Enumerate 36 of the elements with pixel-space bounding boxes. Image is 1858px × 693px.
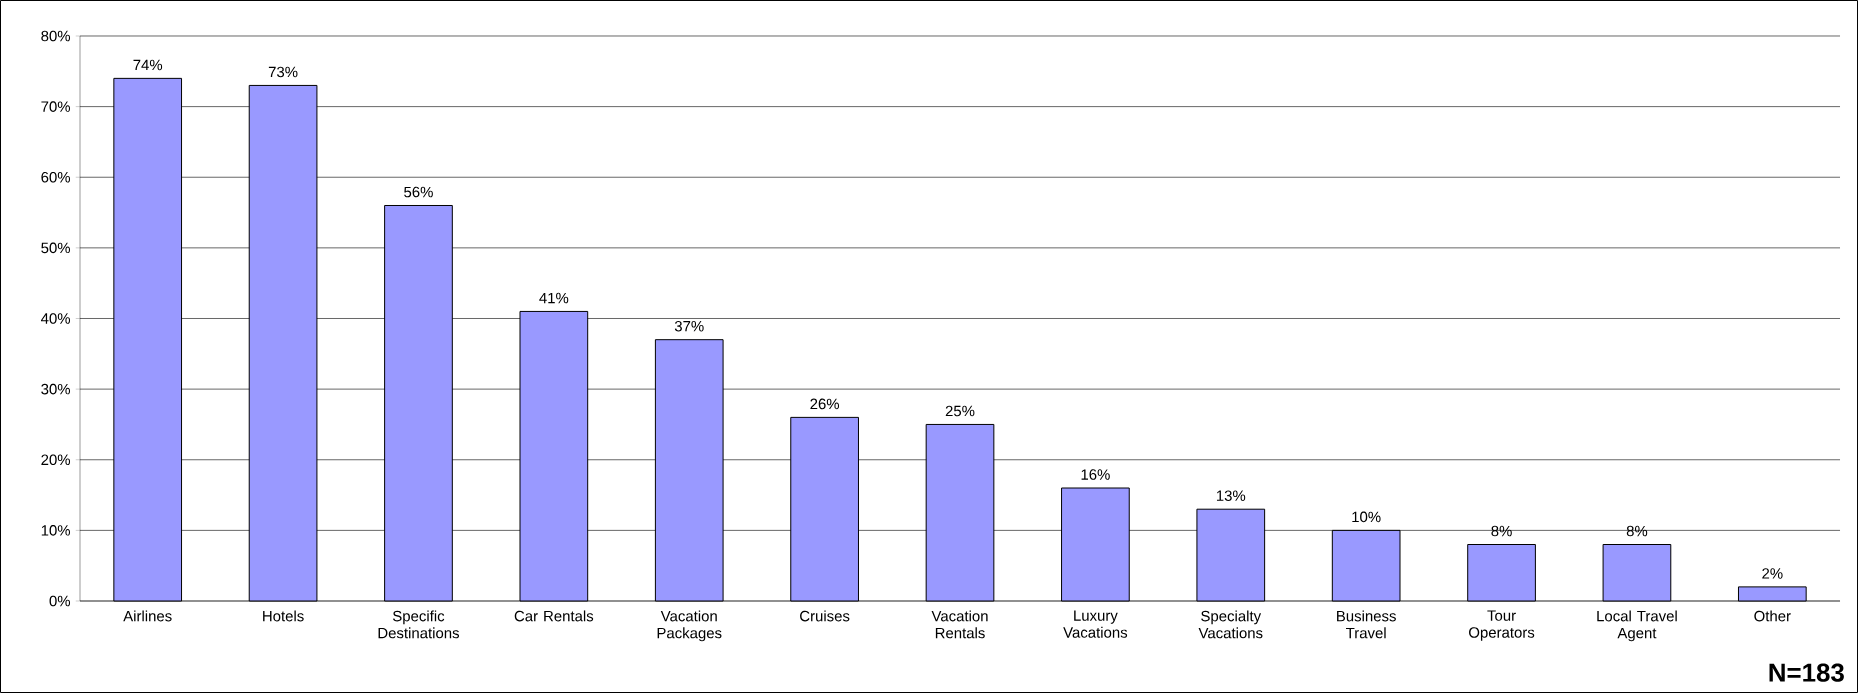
x-tick-label: Tour Operators (1469, 610, 1535, 641)
y-tick-label: 0% (49, 595, 71, 607)
x-tick-label: Car Rentals (514, 610, 594, 622)
x-tick-label: Specialty Vacations (1198, 610, 1263, 639)
text: N=183 (1769, 663, 1844, 682)
x-tick-label: Other (1754, 610, 1791, 622)
x-tick-label: Business Travel (1337, 610, 1396, 639)
data-label: 25% (945, 405, 975, 417)
x-tick-label: Hotels (263, 610, 304, 622)
data-label: 2% (1762, 568, 1783, 579)
y-tick-label: 10% (41, 525, 71, 536)
data-label: 13% (1216, 490, 1246, 501)
data-label: 37% (674, 320, 704, 332)
x-tick-label: Cruises (800, 610, 850, 622)
y-tick-label: 40% (41, 313, 71, 324)
x-tick-label: Specific Destinations (378, 610, 460, 639)
y-tick-label: 60% (41, 171, 71, 183)
y-tick-label: 50% (41, 242, 71, 254)
data-label: 74% (133, 59, 163, 71)
data-label: 10% (1352, 511, 1381, 523)
data-label: 26% (810, 398, 840, 410)
data-label: 8% (1626, 525, 1648, 537)
data-label: 56% (404, 186, 433, 198)
y-tick-label: 80% (41, 30, 71, 42)
x-tick-label: Vacation Rentals (931, 610, 988, 639)
data-label: 73% (268, 66, 298, 78)
x-tick-label: Local Travel Agent (1597, 610, 1677, 642)
x-tick-label: Airlines (123, 610, 172, 622)
data-label: 16% (1081, 469, 1110, 480)
y-tick-label: 20% (41, 454, 71, 466)
y-tick-label: 30% (41, 383, 71, 395)
x-tick-label: Vacation Packages (657, 610, 722, 642)
data-label: 8% (1491, 525, 1512, 537)
data-label: 41% (539, 292, 569, 304)
x-tick-label: Luxury Vacations (1063, 610, 1128, 638)
y-tick-label: 70% (41, 101, 71, 112)
